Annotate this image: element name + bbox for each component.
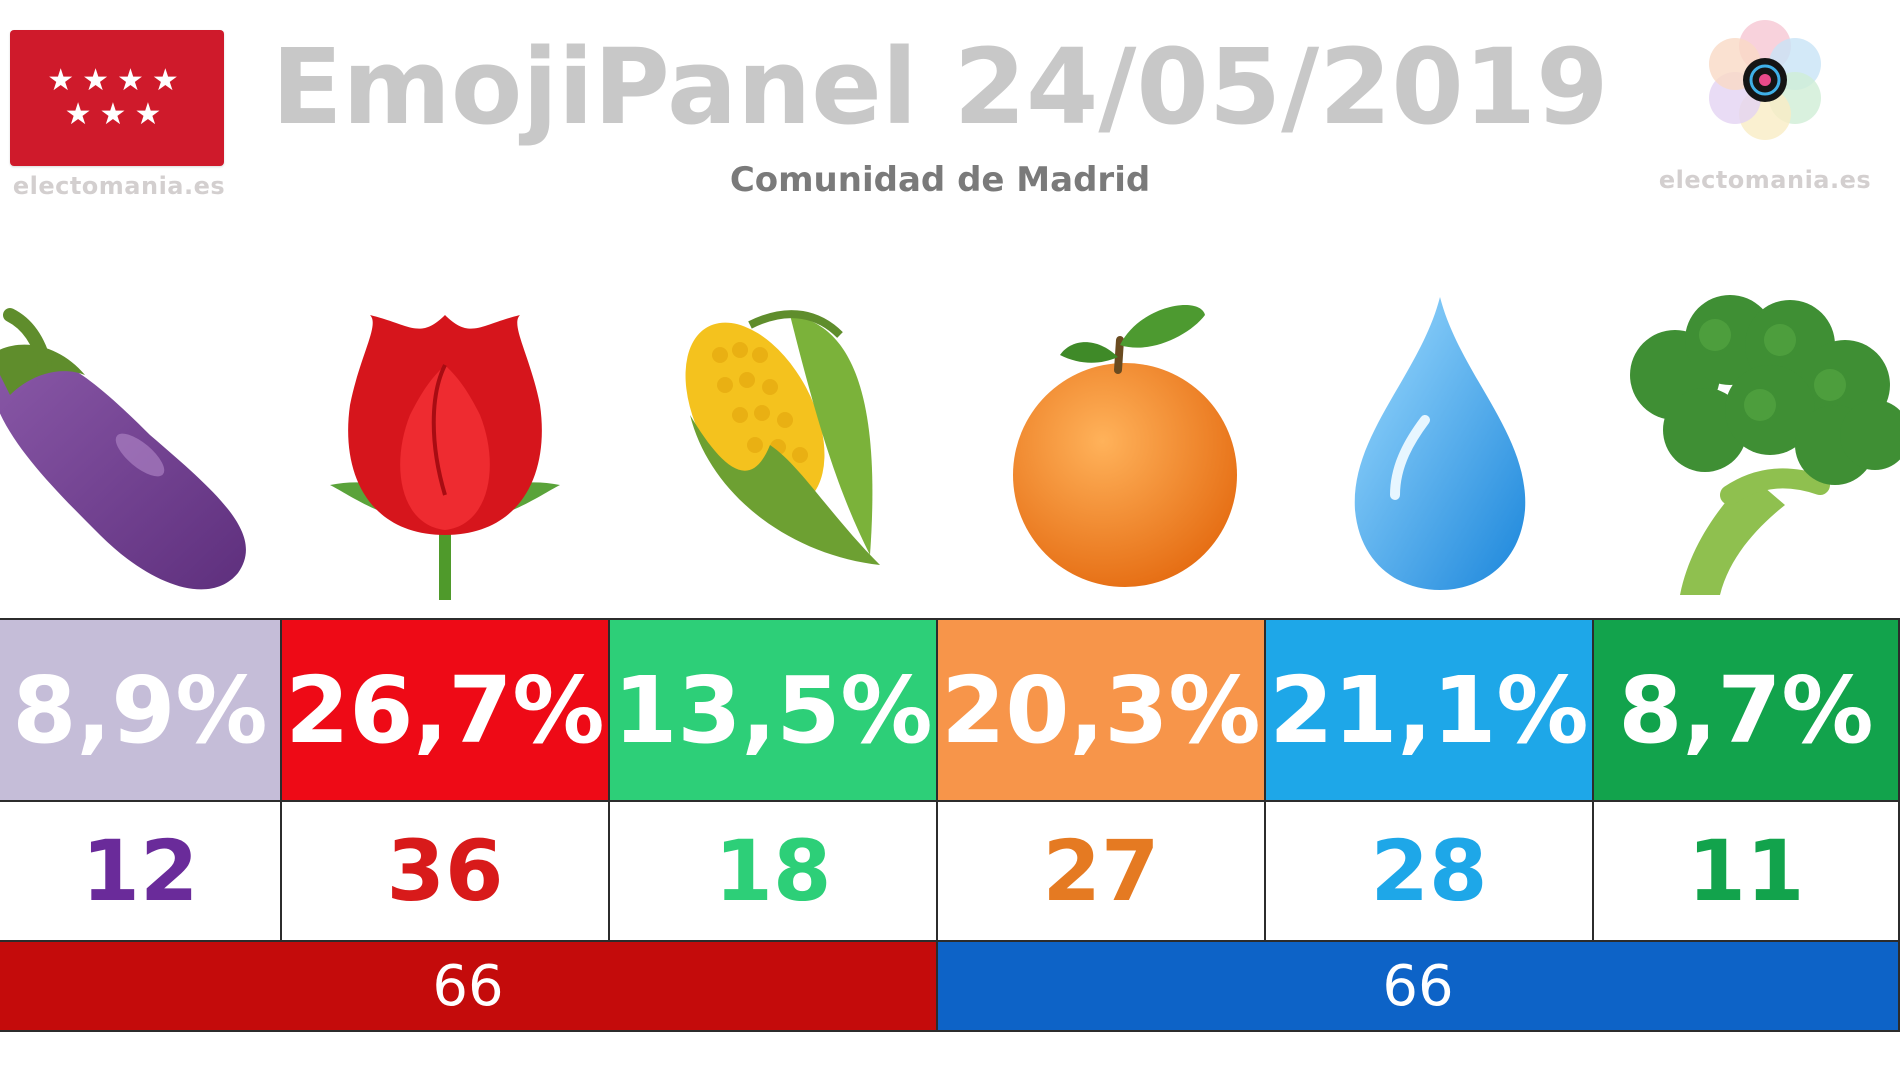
results-table: 8,9% 26,7% 13,5% 20,3% 21,1% 8,7% 12 36 … bbox=[0, 618, 1900, 1038]
vote-share-cell-eggplant: 8,9% bbox=[0, 618, 282, 802]
vote-share-cell-rose: 26,7% bbox=[282, 618, 610, 802]
star-icon: ★ bbox=[134, 97, 170, 132]
eggplant-icon bbox=[0, 295, 280, 605]
vote-share-cell-droplet: 21,1% bbox=[1266, 618, 1594, 802]
emoji-row bbox=[0, 295, 1900, 605]
brand-text-right: electomania.es bbox=[1658, 166, 1872, 194]
broccoli-icon bbox=[1620, 295, 1900, 605]
vote-share-cell-broccoli: 8,7% bbox=[1594, 618, 1900, 802]
seats-cell-rose: 36 bbox=[282, 802, 610, 942]
madrid-flag-icon: ★★★★ ★★★ bbox=[10, 30, 224, 166]
flag-stars-top: ★★★★ bbox=[47, 64, 187, 98]
page-subtitle: Comunidad de Madrid bbox=[729, 160, 1151, 200]
vote-share-cell-corn: 13,5% bbox=[610, 618, 938, 802]
madrid-flag-logo: ★★★★ ★★★ electomania.es bbox=[10, 30, 228, 200]
electomania-logo-icon bbox=[1709, 20, 1821, 140]
brand-text-left: electomania.es bbox=[12, 172, 226, 200]
bloc-total-left: 66 bbox=[0, 942, 938, 1032]
droplet-icon bbox=[1340, 295, 1540, 605]
star-icon: ★ bbox=[64, 97, 100, 132]
seats-cell-broccoli: 11 bbox=[1594, 802, 1900, 942]
star-icon: ★ bbox=[151, 63, 187, 98]
flag-stars-bottom: ★★★ bbox=[65, 98, 170, 132]
vote-share-cell-orange: 20,3% bbox=[938, 618, 1266, 802]
rose-icon bbox=[310, 295, 580, 605]
star-icon: ★ bbox=[47, 63, 83, 98]
bloc-total-right: 66 bbox=[938, 942, 1900, 1032]
seats-cell-droplet: 28 bbox=[1266, 802, 1594, 942]
star-icon: ★ bbox=[117, 63, 152, 98]
page-title: EmojiPanel 24/05/2019 bbox=[271, 26, 1609, 148]
seats-cell-orange: 27 bbox=[938, 802, 1266, 942]
electomania-logo: electomania.es bbox=[1640, 10, 1890, 194]
corn-icon bbox=[650, 295, 910, 605]
star-icon: ★ bbox=[99, 97, 135, 132]
star-icon: ★ bbox=[82, 63, 117, 98]
seats-cell-eggplant: 12 bbox=[0, 802, 282, 942]
seats-cell-corn: 18 bbox=[610, 802, 938, 942]
orange-icon bbox=[1000, 295, 1260, 605]
